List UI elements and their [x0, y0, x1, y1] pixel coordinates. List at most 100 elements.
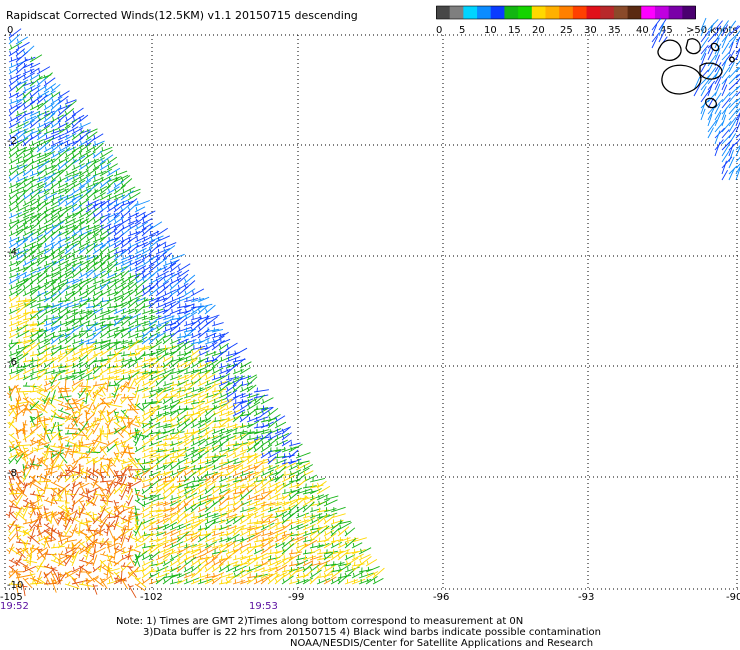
wind-barb [162, 558, 175, 567]
wind-barb [113, 483, 125, 495]
wind-barb-flag [59, 272, 62, 277]
wind-barb [162, 538, 177, 543]
wind-barb [78, 388, 87, 399]
wind-barb-flag [71, 476, 75, 481]
wind-barb [211, 519, 225, 525]
wind-barb [211, 444, 224, 453]
wind-barb-flag [73, 182, 76, 187]
wind-barb-flag [129, 398, 134, 401]
wind-barb-flag [177, 362, 180, 367]
wind-barb [113, 233, 124, 243]
wind-barb [92, 252, 104, 261]
wind-barb [50, 334, 63, 345]
wind-barb [64, 197, 77, 207]
wind-barb [267, 407, 279, 417]
wind-barb-flag [32, 490, 36, 495]
wind-barb [113, 515, 120, 531]
wind-barb-flag [142, 254, 145, 259]
wind-barb-flag [16, 254, 19, 259]
wind-barb [29, 118, 42, 129]
wind-barb [288, 449, 299, 459]
wind-barb-flag [290, 488, 293, 493]
wind-barb [274, 508, 291, 513]
wind-barb [15, 319, 30, 327]
wind-barb [50, 460, 54, 477]
wind-barb [113, 209, 123, 219]
wind-barb [85, 379, 89, 393]
wind-barb [50, 198, 64, 207]
wind-barb-flag [38, 457, 43, 461]
wind-barb-flag [247, 410, 250, 415]
wind-barb-flag [9, 386, 12, 391]
wind-barb-flag [150, 416, 152, 421]
wind-barb [22, 420, 27, 435]
wind-barb [78, 503, 86, 519]
wind-barb-flag [115, 440, 118, 445]
wind-barb-flag [45, 134, 48, 139]
wind-barb [169, 259, 180, 267]
wind-barb [239, 385, 253, 393]
wind-barb-flag [13, 488, 18, 492]
wind-barb [99, 560, 103, 573]
wind-barb [155, 481, 167, 489]
wind-barb-flag [246, 548, 250, 553]
wind-barb-flag [37, 356, 40, 361]
wind-barb-flag [198, 440, 201, 445]
wind-barb [29, 385, 42, 391]
wind-barb-flag [50, 386, 54, 391]
wind-barb [15, 312, 30, 321]
wind-barb-flag [44, 296, 47, 301]
wind-barb [260, 506, 274, 513]
wind-barb-flag [90, 561, 95, 565]
wind-barb-flag [129, 508, 133, 513]
wind-barb-flag [102, 496, 105, 501]
wind-barb [22, 191, 35, 201]
wind-barb-flag [282, 536, 285, 541]
wind-barb [57, 280, 69, 291]
wind-barb [239, 474, 252, 483]
wind-barb-flag [96, 434, 101, 438]
wind-barb-flag [172, 429, 174, 434]
wind-barb [204, 366, 216, 375]
wind-barb-flag [17, 534, 22, 538]
wind-barb-flag [80, 230, 83, 235]
wind-barb [211, 531, 225, 537]
wind-barb [106, 353, 119, 363]
wind-barb [50, 347, 62, 357]
wind-barb-flag [87, 255, 89, 260]
wind-barb [190, 435, 203, 441]
wind-barb [281, 490, 297, 495]
wind-barb [176, 283, 189, 291]
wind-barb-flag [107, 248, 110, 253]
wind-barb [92, 391, 104, 397]
wind-barb [232, 497, 245, 507]
wind-barb [29, 245, 43, 255]
wind-barb-flag [114, 320, 117, 325]
wind-barb-flag [50, 86, 54, 91]
wind-barb-flag [30, 278, 33, 283]
wind-barb-flag [67, 413, 71, 418]
wind-barb-flag [150, 236, 153, 241]
wind-barb-flag [53, 487, 57, 491]
wind-barb-flag [226, 404, 229, 409]
wind-barb-flag [58, 92, 61, 97]
wind-barb-flag [233, 416, 236, 421]
wind-barb [204, 472, 218, 483]
wind-barb-flag [197, 320, 201, 325]
wind-barb-flag [24, 86, 26, 91]
wind-barb [246, 557, 260, 567]
wind-barb [113, 452, 120, 465]
wind-barb-flag [68, 507, 73, 511]
wind-barb [43, 391, 51, 405]
wind-barb [106, 214, 120, 225]
wind-barb-flag [9, 308, 12, 313]
wind-barb [43, 479, 48, 495]
wind-barb-flag [163, 560, 166, 565]
wind-barb [64, 375, 77, 381]
wind-barb [71, 310, 85, 315]
wind-barb [281, 454, 295, 459]
wind-barb-flag [352, 542, 355, 547]
wind-barb [183, 413, 194, 423]
wind-barb-flag [177, 344, 180, 349]
wind-barb [246, 401, 261, 411]
